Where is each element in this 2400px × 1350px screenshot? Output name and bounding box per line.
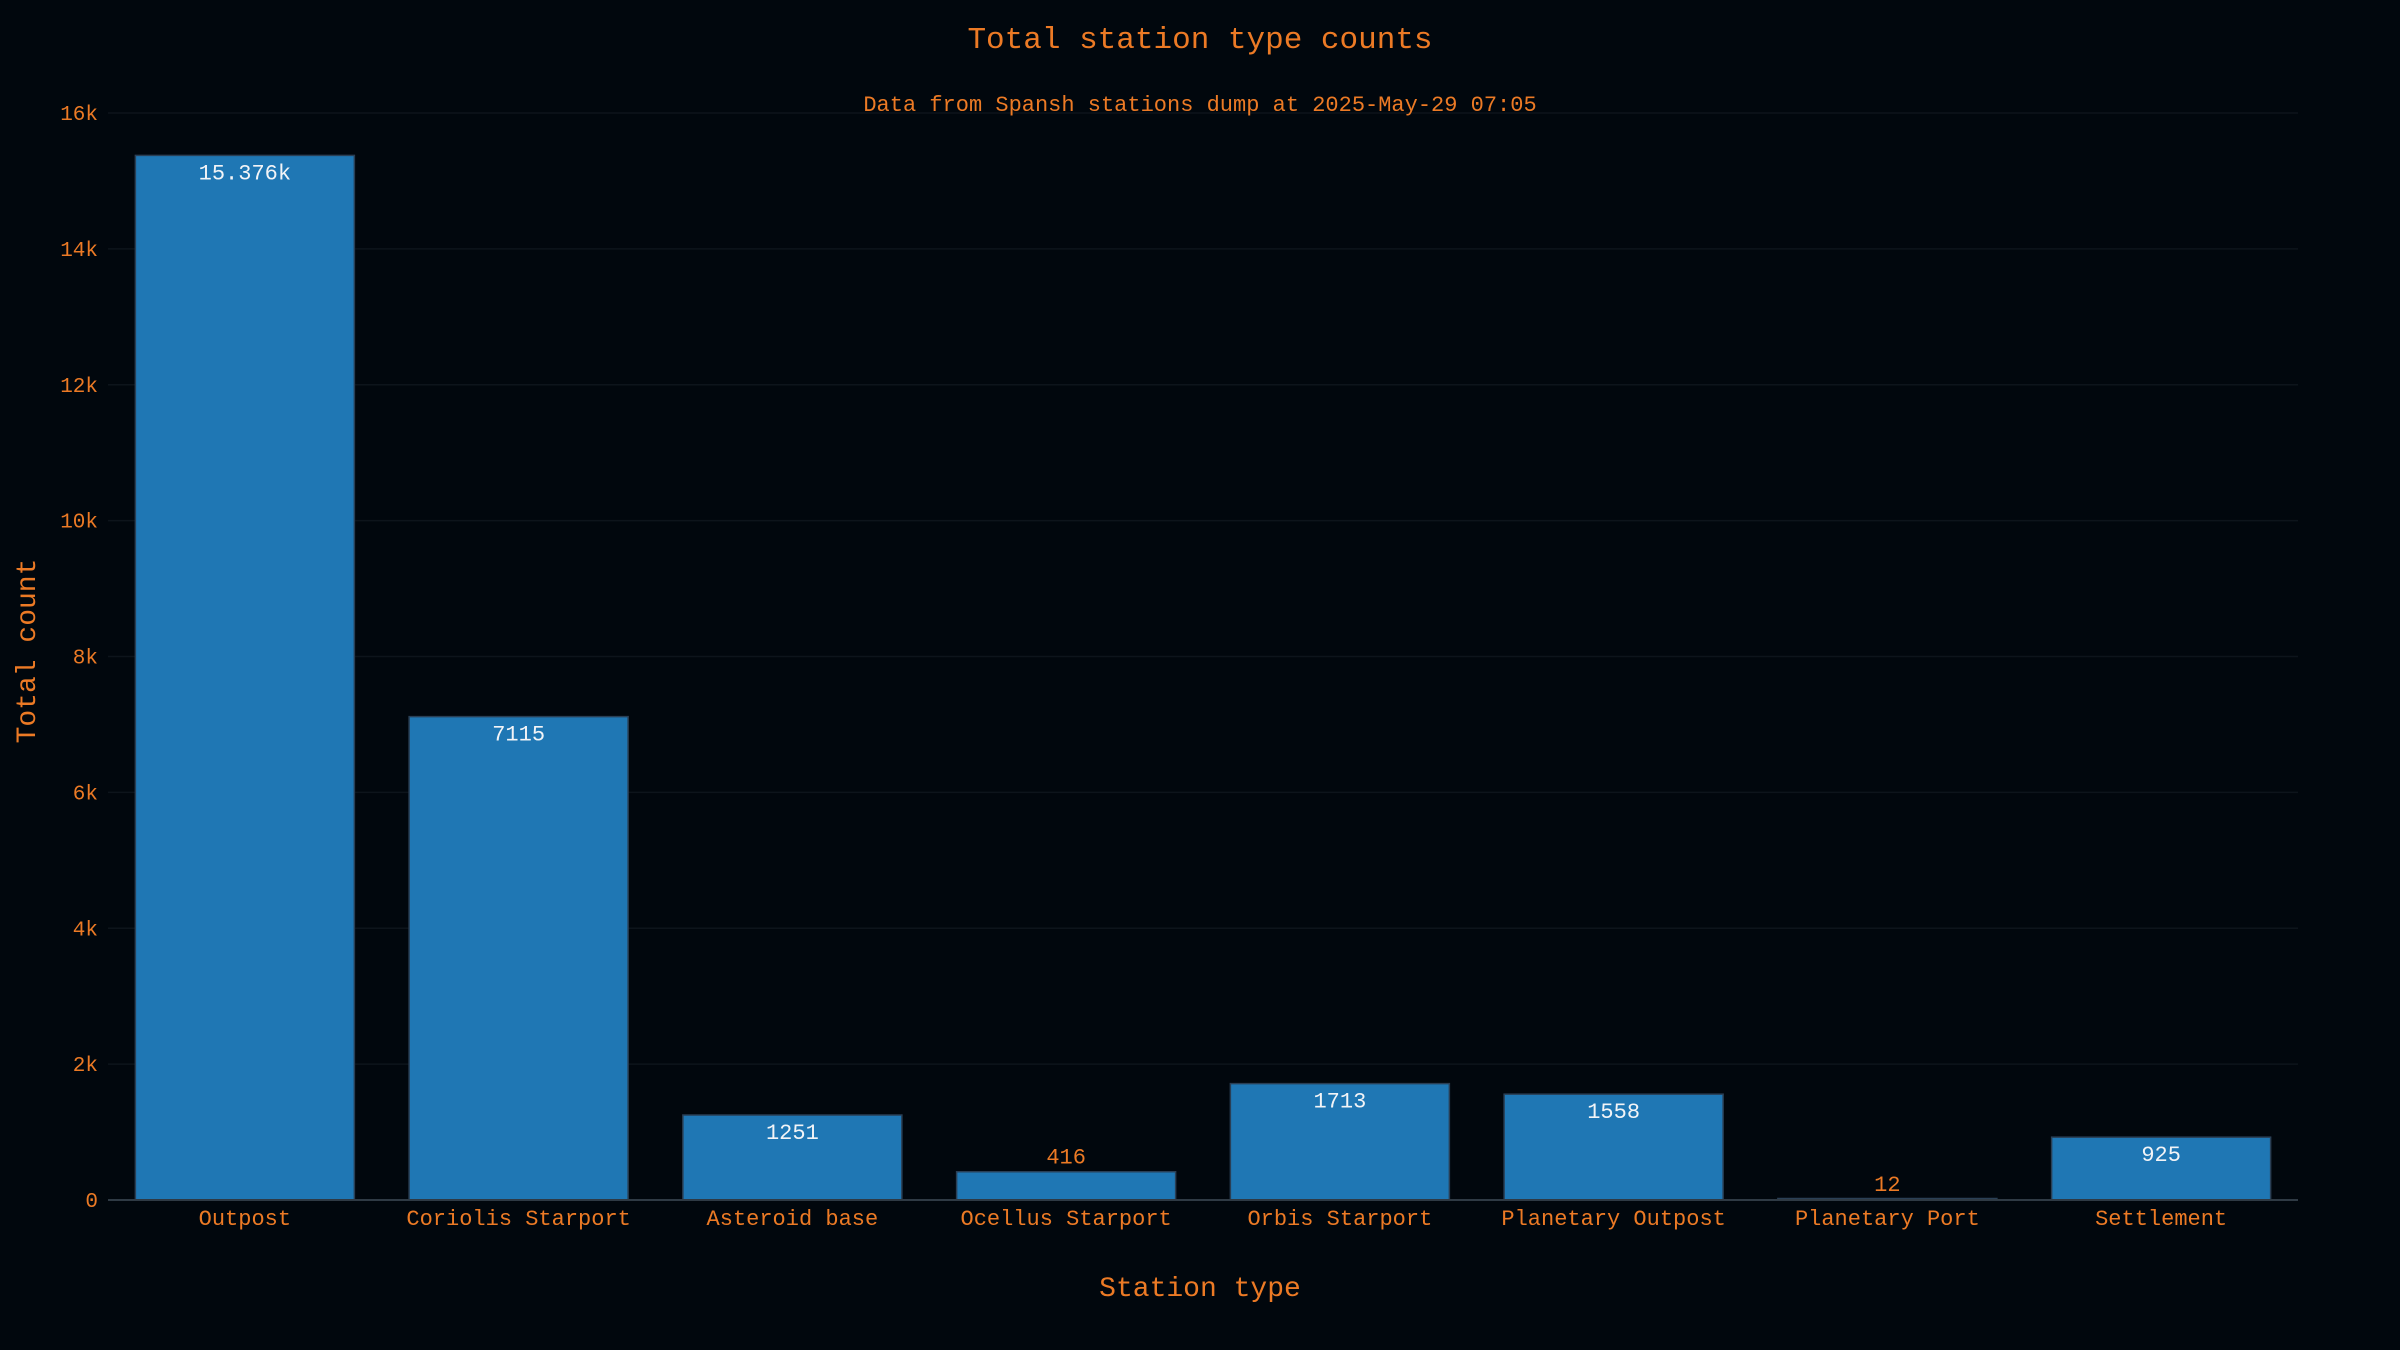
y-tick-label: 4k xyxy=(73,919,98,942)
data-labels: 15.376k 7115 1251 416 1713 1558 12 925 xyxy=(199,161,2181,1198)
chart-subtitle: Data from Spansh stations dump at 2025-M… xyxy=(863,93,1536,118)
y-tick-label: 0 xyxy=(85,1191,98,1214)
x-tick-label: Ocellus Starport xyxy=(961,1207,1172,1232)
data-label: 1713 xyxy=(1313,1090,1366,1115)
x-axis-title: Station type xyxy=(1099,1274,1301,1305)
x-tick-label: Asteroid base xyxy=(707,1207,879,1232)
data-label: 7115 xyxy=(492,723,545,748)
y-tick-labels: 0 2k 4k 6k 8k 10k 12k 14k 16k xyxy=(60,104,98,1214)
data-label: 925 xyxy=(2141,1143,2181,1168)
y-tick-label: 6k xyxy=(73,783,98,806)
x-tick-label: Outpost xyxy=(199,1207,291,1232)
x-tick-label: Coriolis Starport xyxy=(406,1207,630,1232)
bar-outpost xyxy=(134,154,356,1201)
y-tick-label: 12k xyxy=(60,376,98,399)
data-label: 15.376k xyxy=(199,161,291,186)
data-label: 1558 xyxy=(1587,1100,1640,1125)
x-tick-label: Orbis Starport xyxy=(1247,1207,1432,1232)
data-label: 12 xyxy=(1874,1173,1900,1198)
y-axis-title: Total count xyxy=(13,559,44,744)
bars xyxy=(134,154,2272,1201)
bar-settlement xyxy=(2050,1136,2272,1201)
bar-ocellus-starport xyxy=(955,1170,1177,1201)
data-label: 1251 xyxy=(766,1121,819,1146)
y-tick-label: 2k xyxy=(73,1055,98,1078)
bar-planetary-outpost xyxy=(1503,1093,1724,1201)
y-tick-label: 16k xyxy=(60,104,98,127)
x-tick-label: Planetary Port xyxy=(1795,1207,1980,1232)
x-tick-labels: Outpost Coriolis Starport Asteroid base Oce… xyxy=(199,1207,2227,1232)
x-tick-label: Settlement xyxy=(2095,1207,2227,1232)
y-tick-label: 10k xyxy=(60,512,98,535)
data-label: 416 xyxy=(1046,1146,1086,1171)
chart-title: Total station type counts xyxy=(967,23,1432,58)
y-tick-label: 14k xyxy=(60,240,98,263)
bar-asteroid-base xyxy=(682,1114,903,1201)
x-tick-label: Planetary Outpost xyxy=(1501,1207,1725,1232)
bar-orbis-starport xyxy=(1229,1082,1451,1201)
y-tick-label: 8k xyxy=(73,648,98,671)
bar-coriolis-starport xyxy=(408,715,629,1201)
